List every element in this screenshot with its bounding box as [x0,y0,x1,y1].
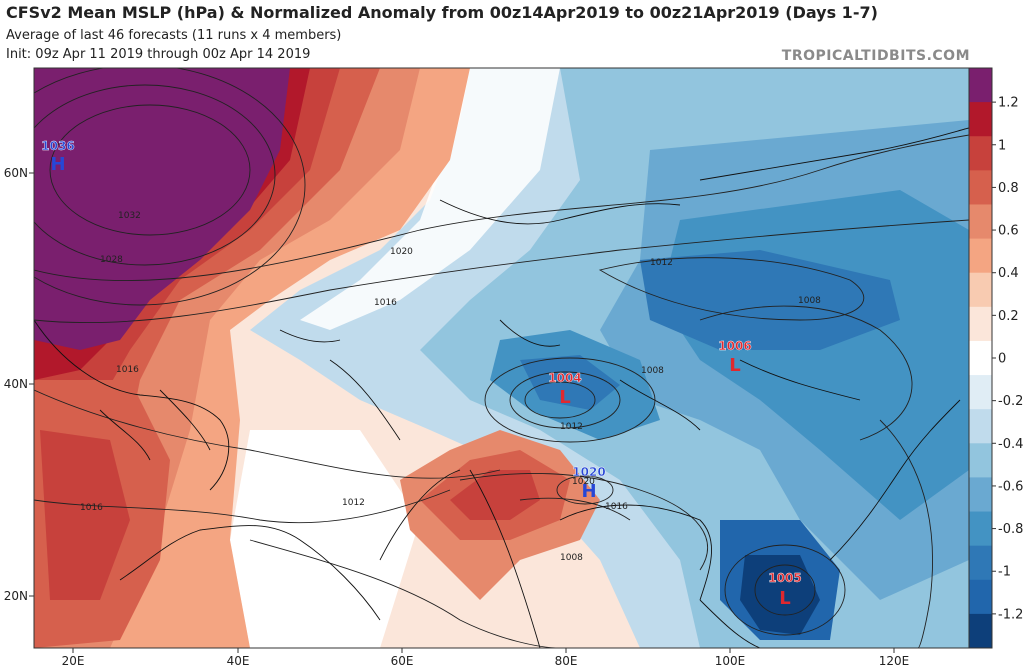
lat-tick-label: 40N [4,377,28,391]
colorbar-band [969,68,992,103]
isobar-label: 1012 [560,422,583,432]
isobar-label: 1008 [641,366,664,376]
chart-title: CFSv2 Mean MSLP (hPa) & Normalized Anoma… [6,3,878,22]
colorbar-band [969,136,992,171]
colorbar: 1.2 1 0.8 0.6 0.4 0.2 0 -0.2 -0.4 -0.6 -0.8 -1 -1.2 [968,67,1023,649]
isobar-label: 1008 [560,553,583,563]
lon-tick-label: 120E [879,654,910,668]
colorbar-tick-label: -0.2 [998,394,1023,409]
pressure-value: 1004 [548,371,581,385]
isobar-label: 1016 [80,503,103,513]
colorbar-band [969,613,992,649]
pressure-symbol: H [581,481,596,502]
high-pressure-center: 1020 H [572,465,606,502]
colorbar-tick-label: 0.8 [998,181,1019,196]
isobar-label: 1016 [374,298,397,308]
colorbar-tick-label: 0.6 [998,224,1019,239]
lon-tick-label: 40E [227,654,250,668]
colorbar-band [969,204,992,240]
colorbar-band [969,443,992,478]
lon-tick-label: 20E [62,654,85,668]
colorbar-tick-label: 0.2 [998,309,1019,324]
lon-tick-label: 100E [715,654,746,668]
low-pressure-center: 1006 L [718,339,752,376]
latitude-axis: 60N 40N 20N [4,166,34,603]
pressure-symbol: L [559,387,570,408]
colorbar-tick-label: 0 [998,352,1006,367]
lon-tick-label: 80E [555,654,578,668]
longitude-axis: 20E 40E 60E 80E 100E 120E [62,648,910,668]
colorbar-band [969,340,992,376]
isobar-label: 1032 [118,211,141,221]
high-pressure-center: 1036 H [41,139,75,175]
colorbar-tick-label: -0.4 [998,437,1023,452]
anomaly-field [34,68,969,648]
isobar-label: 1028 [100,255,123,265]
colorbar-band [969,306,992,342]
isobar-label: 1012 [342,498,365,508]
isobar-labels: 1032 1028 1020 1016 1012 1008 1016 1012 … [80,211,821,563]
isobars [34,68,969,648]
lat-tick-label: 60N [4,166,28,180]
low-pressure-center: 1005 L [768,571,802,609]
brand-watermark: TROPICALTIDBITS.COM [781,48,970,64]
chart-subtitle-average: Average of last 46 forecasts (11 runs x … [6,28,342,43]
colorbar-tick-label: 0.4 [998,266,1019,281]
pressure-symbol: H [50,154,65,175]
colorbar-band [969,477,992,513]
isobar-label: 1008 [798,296,821,306]
isobar-label: 1020 [572,477,595,487]
coastlines [34,127,969,648]
chart-subtitle-init: Init: 09z Apr 11 2019 through 00z Apr 14… [6,47,311,62]
pressure-value: 1020 [572,465,605,479]
colorbar-tick-label: 1 [998,138,1006,153]
colorbar-band [969,511,992,547]
colorbar-tick-label: 1.2 [998,96,1019,111]
isobar-label: 1016 [116,365,139,375]
colorbar-band [969,272,992,308]
isobar-label: 1016 [605,502,628,512]
colorbar-tick-label: -1.2 [998,607,1023,622]
pressure-symbol: L [729,355,740,376]
colorbar-tick-label: -0.6 [998,479,1023,494]
colorbar-band [969,375,992,410]
colorbar-bands [969,68,992,649]
pressure-value: 1006 [718,339,751,353]
colorbar-tick-label: -0.8 [998,522,1023,537]
colorbar-band [969,238,992,274]
isobar-label: 1020 [390,247,413,257]
low-pressure-center: 1004 L [548,371,582,408]
pressure-value: 1036 [41,139,74,153]
colorbar-band [969,579,992,615]
lat-tick-label: 20N [4,589,28,603]
lon-tick-label: 60E [391,654,414,668]
colorbar-band [969,409,992,444]
colorbar-ticks: 1.2 1 0.8 0.6 0.4 0.2 0 -0.2 -0.4 -0.6 -0.8 -1 -1.2 [992,96,1023,622]
colorbar-band [969,102,992,137]
pressure-centers: 1036 H 1006 L 1004 L 1020 H 1005 L [41,139,802,609]
colorbar-band [969,170,992,205]
colorbar-tick-label: -1 [998,565,1011,580]
pressure-symbol: L [779,588,790,609]
pressure-value: 1005 [768,571,801,585]
colorbar-band [969,545,992,581]
isobar-label: 1012 [650,258,673,268]
